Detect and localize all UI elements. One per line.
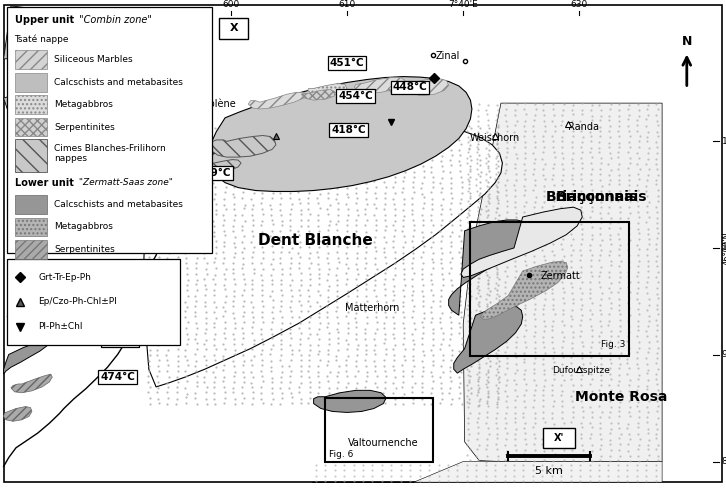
Bar	[15, 73, 47, 91]
Text: 7°40'E: 7°40'E	[449, 0, 478, 9]
Text: Matterhorn: Matterhorn	[345, 303, 399, 313]
Text: 478°C: 478°C	[102, 335, 137, 345]
Polygon shape	[308, 83, 347, 96]
Text: Ep/Czo-Ph-Chl±Pl: Ep/Czo-Ph-Chl±Pl	[38, 298, 117, 306]
Text: 110: 110	[722, 137, 726, 146]
Text: 461°C: 461°C	[90, 305, 125, 315]
Polygon shape	[209, 136, 276, 157]
Text: Weisshorn: Weisshorn	[470, 134, 521, 143]
Text: Fig. 6: Fig. 6	[329, 450, 354, 459]
Bar	[15, 218, 47, 236]
Text: Grand Combin: Grand Combin	[33, 326, 98, 334]
Text: Siliceous Marbles: Siliceous Marbles	[54, 55, 133, 64]
Polygon shape	[354, 78, 405, 93]
Text: 439°C: 439°C	[197, 168, 232, 178]
Text: 451°C: 451°C	[330, 58, 364, 68]
Bar	[15, 195, 47, 214]
Polygon shape	[4, 6, 71, 59]
Polygon shape	[11, 374, 52, 393]
Polygon shape	[9, 156, 93, 232]
Polygon shape	[248, 92, 306, 109]
Polygon shape	[7, 261, 65, 322]
Text: X': X'	[554, 433, 564, 443]
Text: 494°C: 494°C	[112, 232, 147, 242]
Text: Pl-Ph±Chl: Pl-Ph±Chl	[38, 322, 83, 331]
Text: Serpentinites: Serpentinites	[54, 245, 115, 254]
Text: 454°C: 454°C	[338, 91, 373, 101]
Text: 5 km: 5 km	[535, 466, 563, 476]
Text: Dent Blanche: Dent Blanche	[258, 233, 373, 248]
Text: X: X	[229, 24, 238, 33]
Text: Grt-Tr-Ep-Ph: Grt-Tr-Ep-Ph	[38, 273, 91, 282]
Text: Zinal: Zinal	[436, 52, 460, 61]
Text: 630: 630	[571, 0, 588, 9]
Bar	[15, 240, 47, 259]
Text: 80: 80	[722, 457, 726, 466]
Polygon shape	[312, 462, 662, 482]
Text: Metagabbros: Metagabbros	[54, 222, 113, 231]
Text: Monte Rosa: Monte Rosa	[574, 390, 667, 404]
Polygon shape	[405, 79, 449, 96]
Polygon shape	[481, 261, 568, 319]
Text: Calcschists and metabasites: Calcschists and metabasites	[54, 78, 184, 87]
Text: "Combin zone": "Combin zone"	[76, 15, 152, 25]
Text: Mauvoisin
lake: Mauvoisin lake	[90, 279, 135, 299]
Polygon shape	[449, 220, 530, 315]
Polygon shape	[454, 305, 523, 373]
Polygon shape	[463, 103, 662, 462]
Text: Fig. 3: Fig. 3	[600, 340, 625, 349]
Polygon shape	[301, 89, 335, 100]
Text: 600: 600	[222, 0, 240, 9]
Bar	[7, 7, 212, 253]
Bar	[325, 398, 433, 462]
Text: Briançonnais: Briançonnais	[546, 191, 648, 204]
Polygon shape	[144, 127, 502, 387]
Text: 90: 90	[722, 350, 726, 359]
Polygon shape	[207, 160, 241, 172]
Text: Calcschists and metabasites: Calcschists and metabasites	[54, 200, 184, 209]
Polygon shape	[209, 77, 472, 191]
Text: N: N	[682, 35, 692, 48]
Text: 418°C: 418°C	[331, 125, 366, 135]
Text: Valtournenche: Valtournenche	[348, 438, 419, 448]
Polygon shape	[388, 83, 420, 94]
Text: 474°C: 474°C	[100, 372, 135, 382]
Text: Serpentinites: Serpentinites	[54, 123, 115, 132]
Polygon shape	[4, 339, 51, 374]
Text: Evolène: Evolène	[197, 99, 236, 109]
Text: Zermatt: Zermatt	[541, 271, 581, 281]
Bar	[15, 138, 47, 172]
Bar	[15, 118, 47, 136]
Polygon shape	[461, 207, 582, 277]
Text: Lower unit: Lower unit	[15, 178, 73, 188]
Bar	[15, 95, 47, 114]
Text: Briçonnais: Briçonnais	[555, 191, 638, 204]
Bar	[15, 51, 47, 69]
Text: Dufourspitze: Dufourspitze	[552, 366, 610, 375]
Text: Tsaté nappe: Tsaté nappe	[15, 34, 69, 44]
Polygon shape	[149, 146, 229, 186]
Bar	[7, 259, 180, 345]
Polygon shape	[4, 92, 49, 118]
Text: Upper unit: Upper unit	[15, 15, 73, 25]
Text: Metagabbros: Metagabbros	[54, 100, 113, 109]
Text: 492°C: 492°C	[64, 270, 99, 280]
Text: 46°00'N: 46°00'N	[723, 231, 726, 265]
Text: 448°C: 448°C	[393, 82, 428, 92]
Text: "Zermatt-Saas zone": "Zermatt-Saas zone"	[76, 178, 173, 187]
Text: Cimes Blanches-Frilihorn
nappes: Cimes Blanches-Frilihorn nappes	[54, 144, 166, 163]
FancyBboxPatch shape	[219, 18, 248, 39]
Bar	[470, 222, 629, 356]
Text: 100: 100	[722, 244, 726, 252]
FancyBboxPatch shape	[543, 428, 575, 448]
Polygon shape	[4, 407, 32, 421]
Text: Randa: Randa	[568, 122, 599, 132]
Text: 610: 610	[338, 0, 356, 9]
Polygon shape	[314, 390, 386, 412]
